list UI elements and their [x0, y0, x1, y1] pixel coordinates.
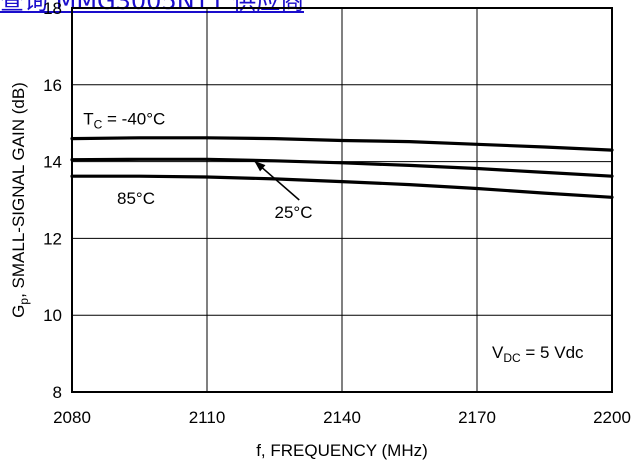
annotation-background [486, 338, 602, 366]
tick-labels: 2080 2110 2140 2170 2200 8 10 12 14 16 18 [43, 0, 631, 427]
series-line-minus40 [70, 136, 614, 152]
series-line-25 [70, 157, 614, 178]
y-tick-label: 14 [43, 153, 62, 172]
y-axis-label-main: G [9, 305, 28, 318]
series-label-minus40: TC = -40°C [83, 110, 165, 132]
x-tick-label: 2170 [458, 408, 496, 427]
series-lines [70, 136, 614, 199]
y-tick-label: 18 [43, 0, 62, 18]
series-label-arrow [253, 160, 300, 201]
grid-lines [72, 8, 612, 392]
plot-frame [71, 7, 613, 393]
y-axis-label-rest: , SMALL-SIGNAL GAIN (dB) [9, 82, 28, 298]
series-label-25: 25°C [275, 203, 313, 222]
y-tick-label: 12 [43, 229, 62, 248]
series-label-85: 85°C [117, 189, 155, 208]
x-tick-label: 2080 [53, 408, 91, 427]
y-axis-label-sub: p [17, 298, 31, 305]
x-tick-label: 2200 [593, 408, 631, 427]
y-tick-label: 16 [43, 76, 62, 95]
y-axis-label: Gp, SMALL-SIGNAL GAIN (dB) [9, 82, 31, 318]
x-tick-label: 2110 [189, 408, 226, 427]
x-axis-label: f, FREQUENCY (MHz) [256, 441, 428, 460]
series-line-85 [70, 174, 614, 199]
arrow-head [254, 160, 266, 172]
y-tick-label: 8 [53, 383, 62, 402]
y-tick-label: 10 [43, 306, 62, 325]
x-tick-label: 2140 [323, 408, 361, 427]
vdc-annotation: VDC = 5 Vdc [492, 343, 584, 365]
